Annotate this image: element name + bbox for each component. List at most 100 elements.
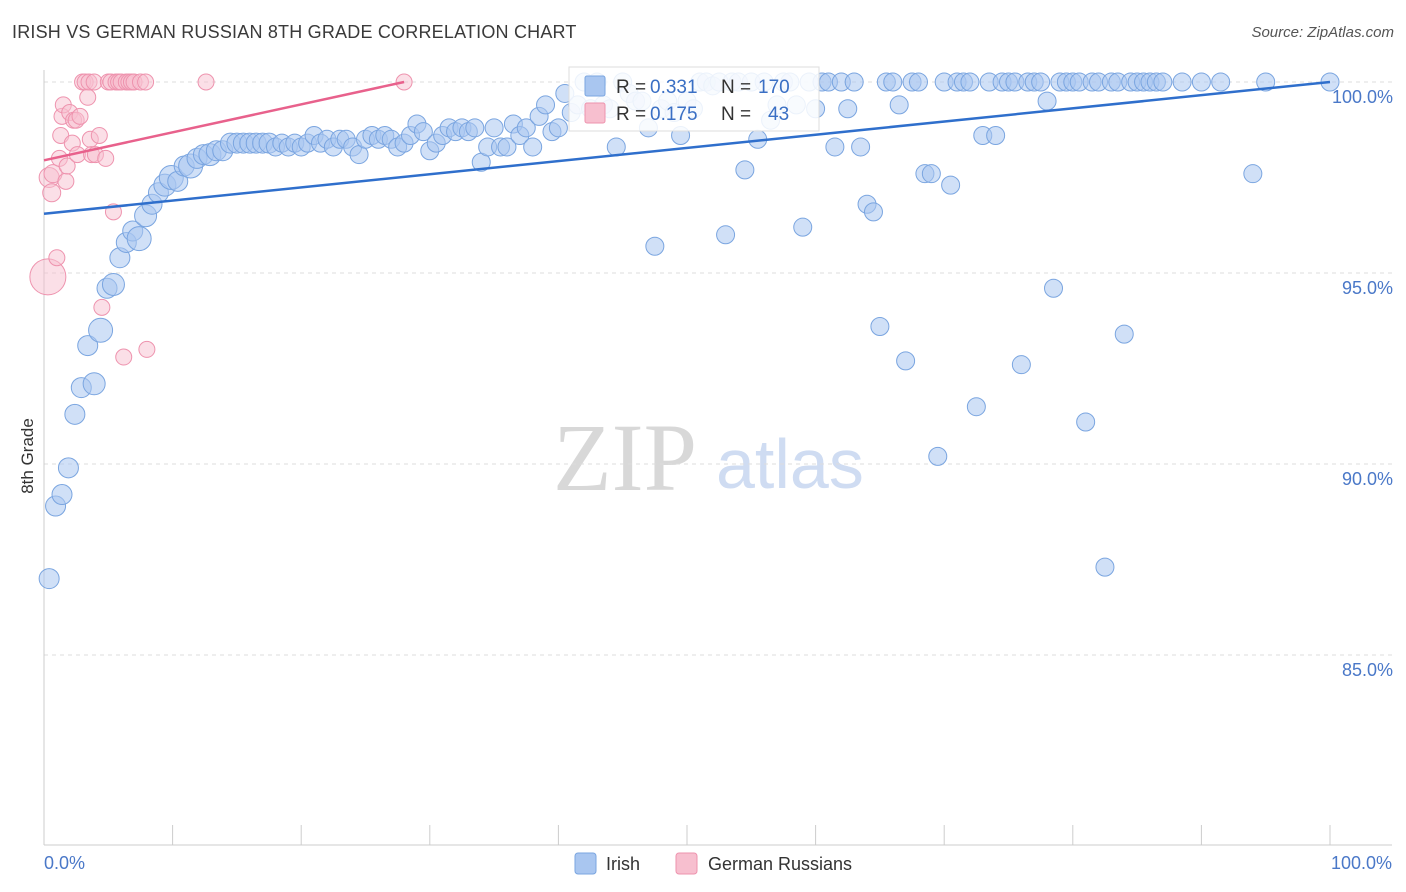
irish-point (966, 397, 986, 417)
stats-irish-r-label: R = (616, 77, 646, 98)
y-tick-label: 90.0% (1342, 469, 1393, 489)
y-axis-title: 8th Grade (18, 418, 37, 494)
stats-irish-swatch (584, 75, 606, 97)
irish-point (1243, 164, 1263, 184)
german-russians-point (29, 258, 67, 296)
irish-point (1031, 72, 1051, 92)
german-russians-point (197, 73, 215, 91)
legend-irish-label: Irish (606, 854, 640, 874)
chart-title: IRISH VS GERMAN RUSSIAN 8TH GRADE CORREL… (12, 22, 577, 42)
irish-point (928, 446, 948, 466)
irish-point (1191, 72, 1211, 92)
irish-point (77, 335, 99, 357)
irish-point (645, 236, 665, 256)
irish-point (413, 122, 433, 142)
irish-point (548, 118, 568, 138)
german-russians-point (79, 88, 97, 106)
irish-point (523, 137, 543, 157)
german-russians-point (42, 183, 62, 203)
y-tick-label: 95.0% (1342, 278, 1393, 298)
irish-point (716, 225, 736, 245)
grid (44, 81, 1392, 656)
irish-point (883, 72, 903, 92)
german-russians-point (97, 149, 115, 167)
irish-point (1153, 72, 1173, 92)
irish-point (825, 137, 845, 157)
y-tick-label: 100.0% (1332, 87, 1393, 107)
irish-point (465, 118, 485, 138)
irish-point (844, 72, 864, 92)
irish-point (986, 125, 1006, 145)
stats-german-n-value: 43 (768, 104, 789, 125)
irish-points (38, 72, 1340, 590)
watermark: ZIP atlas (553, 404, 864, 511)
german-russians-point (115, 348, 133, 366)
irish-point (1256, 72, 1276, 92)
irish-point (896, 351, 916, 371)
german-russians-points (29, 73, 413, 366)
irish-point (793, 217, 813, 237)
irish-point (735, 160, 755, 180)
stats-german-swatch (584, 102, 606, 124)
irish-point (1172, 72, 1192, 92)
legend: Irish German Russians (574, 852, 852, 875)
irish-point (38, 568, 60, 590)
stats-german-n-label: N = (721, 104, 751, 125)
german-russians-point (57, 172, 75, 190)
stats-irish-n-label: N = (721, 77, 751, 98)
irish-point (960, 72, 980, 92)
irish-point (1114, 324, 1134, 344)
irish-point (851, 137, 871, 157)
watermark-zip: ZIP (553, 404, 697, 511)
german-russians-trendline (43, 80, 405, 162)
irish-point (606, 137, 626, 157)
irish-point (1011, 355, 1031, 375)
german-russians-point (90, 126, 108, 144)
irish-point (1044, 278, 1064, 298)
german-russians-point (138, 340, 156, 358)
german-russians-point (43, 164, 63, 184)
stats-irish-n-value: 170 (758, 77, 790, 98)
irish-point (908, 72, 928, 92)
german-russians-point (58, 157, 76, 175)
irish-point (863, 202, 883, 222)
irish-point (484, 118, 504, 138)
legend-german-label: German Russians (708, 854, 852, 874)
stats-irish-r-value: 0.331 (650, 77, 698, 98)
irish-point (64, 403, 86, 425)
irish-point (82, 372, 106, 396)
irish-trendline (43, 80, 1331, 216)
irish-point (516, 118, 536, 138)
x-tick-label-min: 0.0% (44, 853, 85, 873)
y-tick-label: 85.0% (1342, 660, 1393, 680)
legend-irish-swatch (574, 852, 597, 875)
german-russians-point (93, 298, 111, 316)
stats-german-r-label: R = (616, 104, 646, 125)
irish-point (497, 137, 517, 157)
irish-point (51, 484, 73, 506)
irish-point (838, 99, 858, 119)
stats-box: R = 0.331 N = 170 R = 0.175 N = 43 (568, 66, 820, 132)
irish-point (536, 95, 556, 115)
german-russians-point (137, 73, 155, 91)
x-ticks (43, 825, 1331, 845)
legend-german-swatch (675, 852, 698, 875)
source-label: Source: ZipAtlas.com (1251, 24, 1394, 41)
trendlines (43, 80, 1331, 216)
y-tick-labels: 100.0% 95.0% 90.0% 85.0% (1332, 87, 1393, 680)
irish-point (1076, 412, 1096, 432)
stats-box-bg (568, 66, 820, 132)
german-russians-point (48, 249, 66, 267)
x-tick-label-max: 100.0% (1331, 853, 1392, 873)
irish-point (126, 226, 152, 252)
irish-point (870, 316, 890, 336)
stats-german-r-value: 0.175 (650, 104, 698, 125)
german-russians-point (71, 107, 89, 125)
irish-point (889, 95, 909, 115)
german-russians-point (85, 73, 103, 91)
irish-point (101, 272, 125, 296)
irish-point (921, 164, 941, 184)
irish-point (941, 175, 961, 195)
irish-point (1037, 91, 1057, 111)
